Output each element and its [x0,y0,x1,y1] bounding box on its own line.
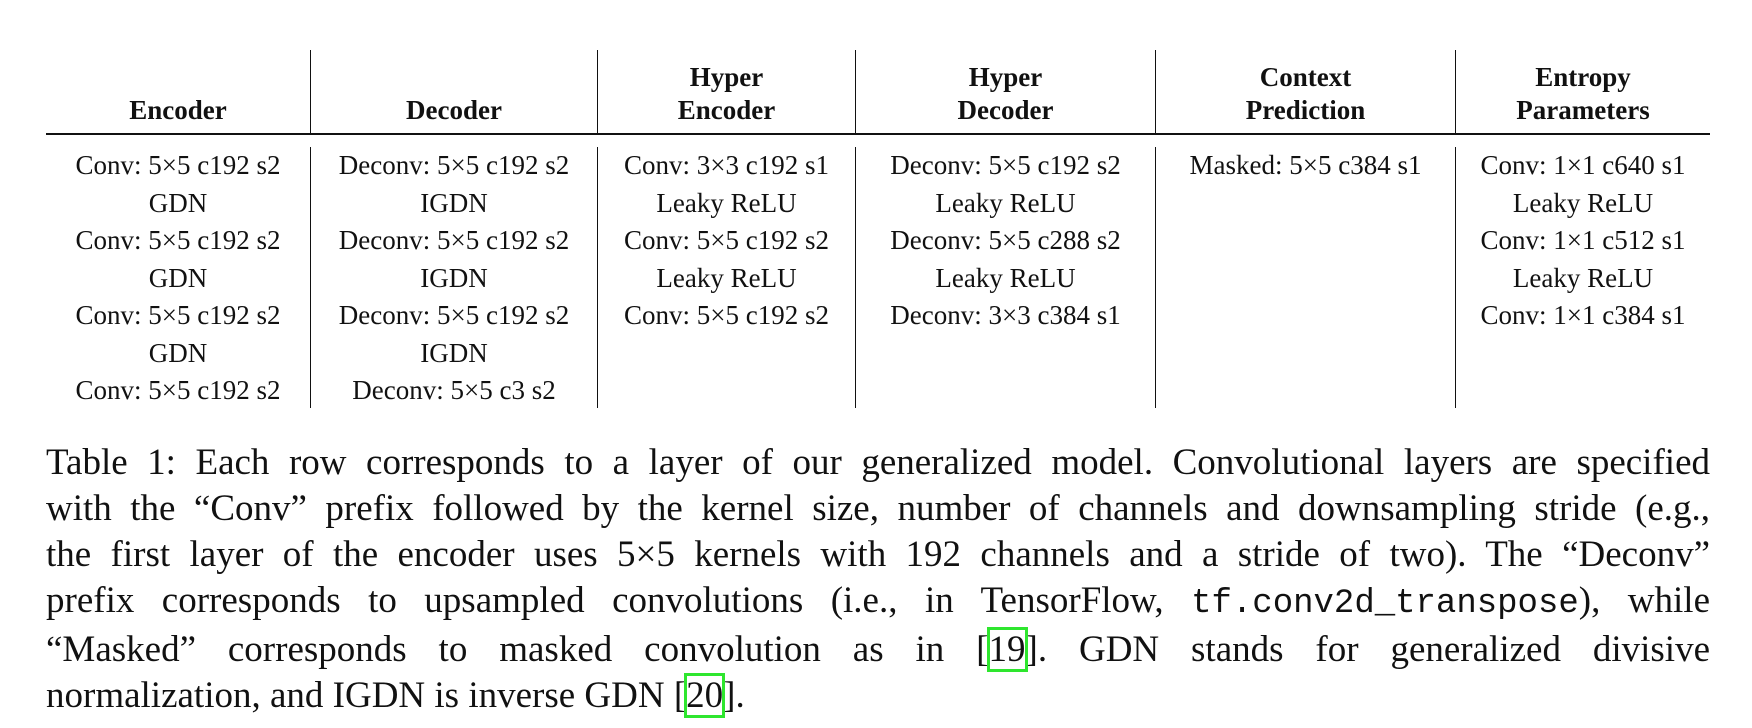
column-decoder: Deconv: 5×5 c192 s2 IGDN Deconv: 5×5 c192 … [310,147,597,408]
column-header-text: Hyper [689,62,764,92]
column-header-text: Decoder [957,95,1054,125]
code-snippet: tf.conv2d_transpose [1191,585,1579,623]
caption-line: prefix corresponds to upsampled convolut… [46,578,1710,627]
caption-text: ), while [1578,580,1711,621]
layer-cell: Conv: 1×1 c512 s1 [1480,225,1686,255]
layer-cell: Conv: 5×5 c192 s2 [75,150,281,180]
column-header-text: Decoder [406,95,502,125]
layer-cell: Deconv: 5×5 c192 s2 [338,300,570,330]
caption-text: prefix corresponds to upsampled convolut… [46,580,1192,621]
header-cell-encoder: Encoder [46,50,310,133]
layer-cell: Masked: 5×5 c384 s1 [1189,150,1422,180]
column-header-text: Encoder [677,95,776,125]
layer-cell: Conv: 1×1 c384 s1 [1480,300,1686,330]
header-cell-entropy-parameters: Entropy Parameters [1455,50,1710,133]
citation-link-20[interactable]: 20 [684,673,726,718]
layer-cell: IGDN [420,187,488,218]
layer-cell: Leaky ReLU [656,187,797,218]
column-header: Decoder [406,94,502,127]
column-header: Context Prediction [1246,61,1365,127]
column-header: Hyper Decoder [958,61,1054,127]
layer-cell: Deconv: 5×5 c192 s2 [338,225,570,255]
table-header-row: Encoder Decoder Hyper Encoder Hyper Decoder Co… [46,50,1710,135]
layer-list: Deconv: 5×5 c192 s2 IGDN Deconv: 5×5 c192 … [311,147,597,410]
table-body-row: Conv: 5×5 c192 s2 GDN Conv: 5×5 c192 s2 GDN… [46,135,1710,408]
layer-cell: Conv: 5×5 c192 s2 [75,300,281,330]
column-header: Hyper Encoder [678,61,776,127]
layer-list: Conv: 1×1 c640 s1 Leaky ReLU Conv: 1×1 c51… [1456,147,1710,335]
caption-text: “Masked” corresponds to masked convoluti… [46,629,989,670]
column-encoder: Conv: 5×5 c192 s2 GDN Conv: 5×5 c192 s2 GDN… [46,147,310,408]
caption-text: ]. [723,675,745,716]
layer-cell: IGDN [420,262,488,293]
layer-cell: Leaky ReLU [935,187,1076,218]
column-entropy-parameters: Conv: 1×1 c640 s1 Leaky ReLU Conv: 1×1 c51… [1455,147,1710,408]
layer-list: Masked: 5×5 c384 s1 [1156,147,1455,185]
layer-cell: Conv: 5×5 c192 s2 [624,225,829,255]
layer-list: Conv: 5×5 c192 s2 GDN Conv: 5×5 c192 s2 GDN… [46,147,310,410]
header-cell-context-prediction: Context Prediction [1155,50,1455,133]
caption-line: normalization, and IGDN is inverse GDN [… [46,673,1710,719]
layer-cell: Deconv: 5×5 c288 s2 [890,225,1121,255]
caption-line: the first layer of the encoder uses 5×5 … [46,534,1710,575]
layer-cell: Leaky ReLU [1512,262,1654,293]
column-header: Entropy Parameters [1516,61,1649,127]
table-caption: Table 1: Each row corresponds to a layer… [46,440,1710,719]
column-context-prediction: Masked: 5×5 c384 s1 [1155,147,1455,408]
header-cell-hyper-decoder: Hyper Decoder [855,50,1155,133]
layer-cell: GDN [148,187,208,218]
column-header-text: Context [1259,62,1352,92]
column-header-text: Encoder [129,95,227,125]
column-header: Encoder [129,94,227,127]
column-hyper-decoder: Deconv: 5×5 c192 s2 Leaky ReLU Deconv: 5×5… [855,147,1155,408]
column-header-text: Parameters [1516,95,1650,125]
column-hyper-encoder: Conv: 3×3 c192 s1 Leaky ReLU Conv: 5×5 c19… [597,147,855,408]
caption-text: ]. GDN stands for generalized divisive [1025,629,1711,670]
layer-cell: IGDN [420,337,488,368]
layer-cell: Leaky ReLU [656,262,797,293]
layer-cell: Conv: 1×1 c640 s1 [1480,150,1686,180]
column-header-text: Hyper [968,62,1043,92]
layer-cell: Deconv: 5×5 c192 s2 [890,150,1121,180]
architecture-table: Encoder Decoder Hyper Encoder Hyper Decoder Co… [46,50,1710,408]
header-cell-hyper-encoder: Hyper Encoder [597,50,855,133]
layer-cell: Leaky ReLU [935,262,1076,293]
column-header-text: Prediction [1245,95,1366,125]
layer-cell: Conv: 5×5 c192 s2 [75,375,281,405]
citation-link-19[interactable]: 19 [986,627,1028,672]
layer-cell: Deconv: 5×5 c3 s2 [352,375,556,405]
caption-line: with the “Conv” prefix followed by the k… [46,488,1710,529]
layer-list: Deconv: 5×5 c192 s2 Leaky ReLU Deconv: 5×5… [856,147,1155,335]
layer-cell: Leaky ReLU [1512,187,1654,218]
layer-list: Conv: 3×3 c192 s1 Leaky ReLU Conv: 5×5 c19… [598,147,855,335]
caption-text: normalization, and IGDN is inverse GDN [ [46,675,687,716]
header-cell-decoder: Decoder [310,50,597,133]
layer-cell: GDN [148,337,208,368]
layer-cell: GDN [148,262,208,293]
caption-line: Table 1: Each row corresponds to a layer… [46,442,1710,483]
layer-cell: Deconv: 5×5 c192 s2 [338,150,570,180]
layer-cell: Deconv: 3×3 c384 s1 [890,300,1121,330]
caption-line: “Masked” corresponds to masked convoluti… [46,627,1710,673]
layer-cell: Conv: 5×5 c192 s2 [75,225,281,255]
layer-cell: Conv: 5×5 c192 s2 [624,300,829,330]
layer-cell: Conv: 3×3 c192 s1 [624,150,829,180]
column-header-text: Entropy [1535,62,1631,92]
